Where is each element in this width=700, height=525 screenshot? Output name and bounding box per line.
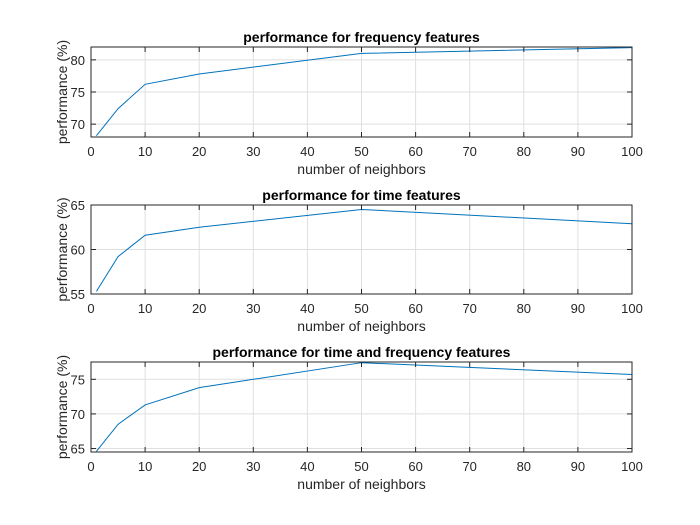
x-tick-label: 100 <box>621 144 643 159</box>
x-axis-label: number of neighbors <box>297 318 425 334</box>
x-tick-label: 0 <box>87 301 94 316</box>
x-tick-label: 30 <box>246 459 260 474</box>
x-tick-label: 70 <box>462 459 476 474</box>
series-line <box>96 47 633 137</box>
x-tick-label: 70 <box>462 301 476 316</box>
series-line <box>95 208 633 292</box>
x-tick-label: 50 <box>354 144 368 159</box>
x-tick-label: 80 <box>517 301 531 316</box>
x-tick-label: 90 <box>571 144 585 159</box>
y-tick-label: 70 <box>71 117 85 132</box>
chart-title: performance for time and frequency featu… <box>213 344 511 360</box>
x-axis-label: number of neighbors <box>297 476 425 492</box>
y-tick-label: 80 <box>71 53 85 68</box>
x-tick-label: 40 <box>300 144 314 159</box>
y-tick-label: 75 <box>71 372 85 387</box>
x-tick-label: 60 <box>408 144 422 159</box>
chart-title: performance for frequency features <box>243 29 480 45</box>
x-tick-label: 100 <box>621 459 643 474</box>
x-tick-label: 40 <box>300 301 314 316</box>
x-tick-label: 10 <box>138 459 152 474</box>
x-tick-label: 20 <box>192 301 206 316</box>
x-tick-label: 40 <box>300 459 314 474</box>
y-tick-label: 65 <box>71 442 85 457</box>
x-tick-label: 50 <box>354 459 368 474</box>
y-tick-label: 70 <box>71 407 85 422</box>
x-tick-label: 60 <box>408 459 422 474</box>
y-tick-label: 55 <box>71 287 85 302</box>
x-tick-label: 20 <box>192 459 206 474</box>
x-tick-label: 50 <box>354 301 368 316</box>
x-tick-label: 60 <box>408 301 422 316</box>
x-tick-label: 30 <box>246 144 260 159</box>
y-axis-label: performance (%) <box>54 197 70 301</box>
subplot-2: 0 10 20 30 40 50 60 70 80 90 100556065performance … <box>54 187 643 334</box>
chart-title: performance for time features <box>262 187 461 203</box>
x-tick-label: 70 <box>462 144 476 159</box>
y-tick-label: 60 <box>71 243 85 258</box>
x-tick-label: 30 <box>246 301 260 316</box>
x-tick-label: 10 <box>138 144 152 159</box>
subplot-1: 0 10 20 30 40 50 60 70 80 90 100707580performance … <box>54 29 643 177</box>
subplot-3: 0 10 20 30 40 50 60 70 80 90 100657075performance … <box>54 344 643 492</box>
y-tick-label: 65 <box>71 198 85 213</box>
x-tick-label: 100 <box>621 301 643 316</box>
x-tick-label: 80 <box>517 144 531 159</box>
series-line <box>96 362 633 452</box>
x-tick-label: 80 <box>517 459 531 474</box>
x-tick-label: 0 <box>87 459 94 474</box>
y-axis-label: performance (%) <box>54 355 70 459</box>
x-tick-label: 90 <box>571 301 585 316</box>
y-tick-label: 75 <box>71 85 85 100</box>
x-tick-label: 10 <box>138 301 152 316</box>
x-tick-label: 90 <box>571 459 585 474</box>
x-axis-label: number of neighbors <box>297 161 425 177</box>
x-tick-label: 0 <box>87 144 94 159</box>
x-tick-label: 20 <box>192 144 206 159</box>
y-axis-label: performance (%) <box>54 40 70 144</box>
